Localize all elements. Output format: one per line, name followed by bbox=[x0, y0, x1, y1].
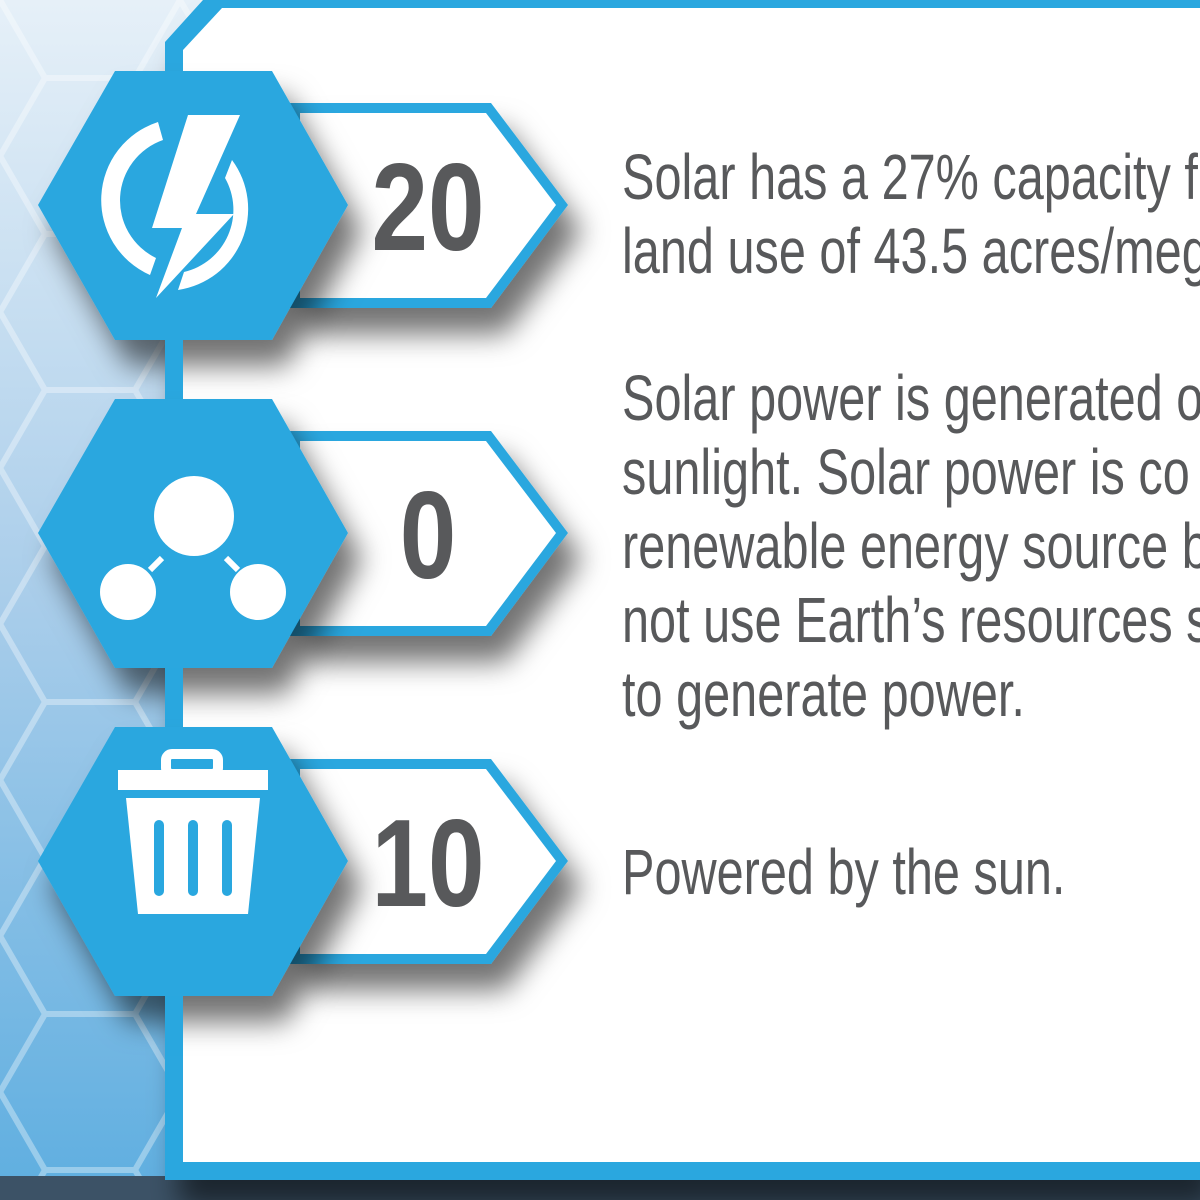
stat-value: 20 bbox=[371, 138, 484, 277]
stat-row: 10 bbox=[38, 727, 568, 1056]
stat-tag-inner bbox=[300, 113, 556, 298]
paragraph-renewable: Solar power is generated o sunlight. Sol… bbox=[622, 361, 1200, 731]
text-line: not use Earth’s resources s bbox=[622, 584, 1200, 656]
paragraph-capacity: Solar has a 27% capacity f land use of 4… bbox=[622, 140, 1200, 288]
stat-value: 0 bbox=[400, 466, 457, 605]
lightning-power-icon bbox=[101, 115, 249, 298]
text-line: sunlight. Solar power is co bbox=[622, 436, 1190, 508]
stat-tag-inner bbox=[300, 769, 556, 954]
connector-line bbox=[165, 340, 183, 400]
stat-value: 10 bbox=[371, 794, 484, 933]
paragraph-sun: Powered by the sun. bbox=[622, 835, 1065, 909]
connector-line bbox=[165, 996, 183, 1056]
text-line: to generate power. bbox=[622, 658, 1025, 730]
text-line: Solar power is generated o bbox=[622, 362, 1200, 434]
text-line: land use of 43.5 acres/meg bbox=[622, 215, 1200, 287]
network-nodes-icon bbox=[100, 476, 286, 620]
stat-row: 20 bbox=[38, 71, 568, 400]
text-line: Powered by the sun. bbox=[622, 836, 1066, 908]
text-line: renewable energy source b bbox=[622, 510, 1200, 582]
stat-row: 0 bbox=[38, 399, 568, 728]
text-line: Solar has a 27% capacity f bbox=[622, 141, 1198, 213]
trash-can-icon bbox=[118, 749, 268, 914]
connector-line bbox=[165, 668, 183, 728]
stat-tag-inner bbox=[300, 441, 556, 626]
